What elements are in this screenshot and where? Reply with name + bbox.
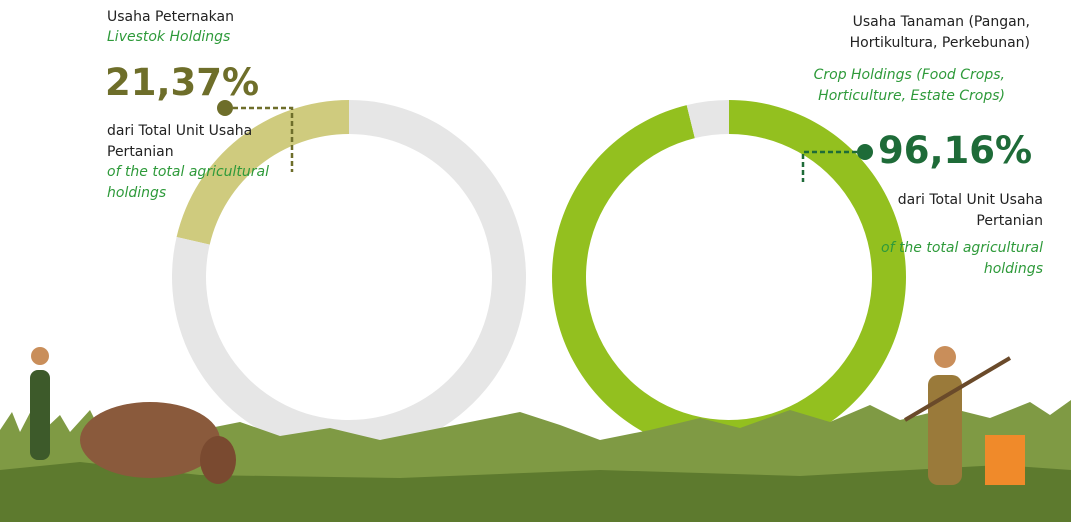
connectors xyxy=(225,106,865,182)
donut-segment xyxy=(686,100,729,139)
connector xyxy=(225,106,294,172)
note-en: of the total agricultural holdings xyxy=(881,240,1043,277)
title: Usaha Tanaman (Pangan, Hortikultura, Per… xyxy=(849,14,1030,51)
cow-head xyxy=(200,436,236,484)
note: dari Total Unit Usaha Pertanian xyxy=(897,192,1043,229)
donut-segment xyxy=(176,100,349,245)
farmer xyxy=(30,370,50,460)
title: Usaha Peternakan xyxy=(107,9,234,25)
subtitle: Crop Holdings (Food Crops, Horticulture,… xyxy=(813,67,1005,104)
basket xyxy=(985,435,1025,485)
farmer-head xyxy=(31,347,49,365)
hoe xyxy=(903,356,1012,422)
value-label: 21,37% xyxy=(105,61,260,104)
connector xyxy=(801,150,865,182)
connector-dot xyxy=(857,144,873,160)
farmer-head xyxy=(934,346,956,368)
donuts xyxy=(172,100,906,454)
subtitle: Livestok Holdings xyxy=(107,29,231,45)
note: dari Total Unit Usaha Pertanian xyxy=(107,123,253,160)
grass-dark xyxy=(0,462,1071,522)
connector-dot xyxy=(217,100,233,116)
cow xyxy=(80,402,220,478)
value-label: 96,16% xyxy=(878,129,1033,172)
note-en: of the total agricultural holdings xyxy=(107,164,269,201)
